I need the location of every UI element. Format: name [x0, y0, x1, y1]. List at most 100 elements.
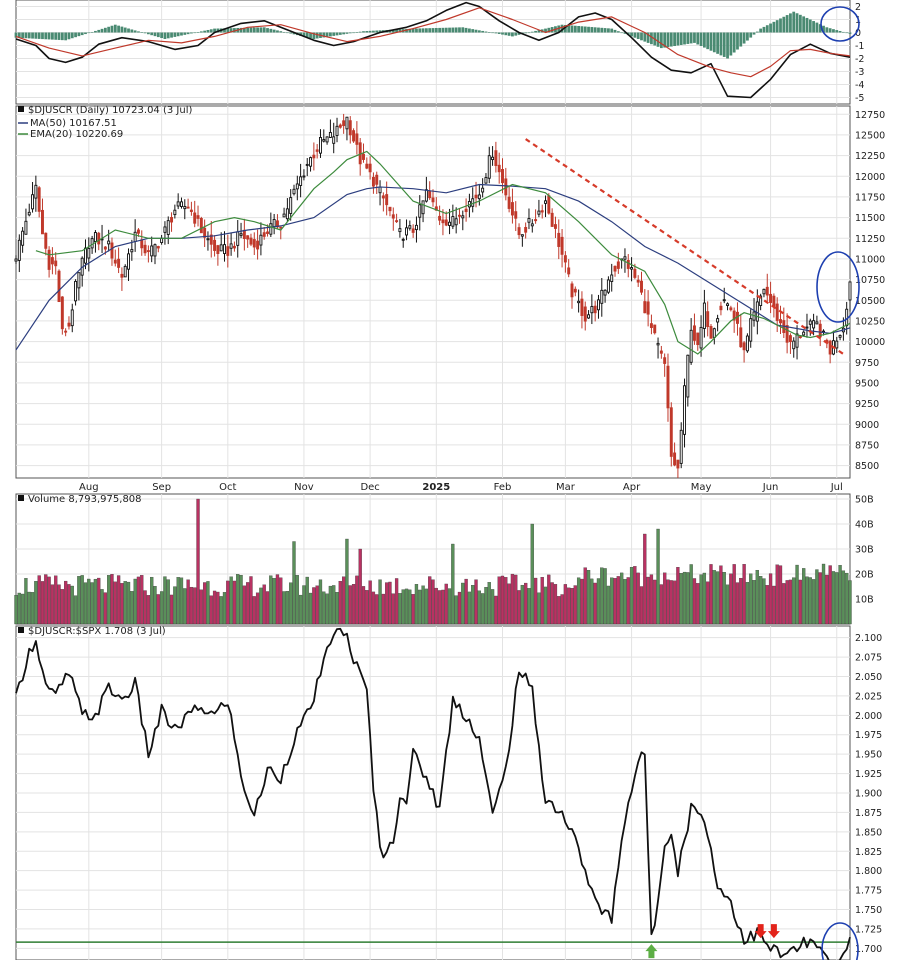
- macd-hist-bar: [186, 32, 190, 35]
- candle-body: [312, 154, 316, 159]
- volume-bar: [408, 589, 412, 625]
- candle-body: [838, 334, 842, 338]
- volume-bar: [533, 577, 538, 625]
- candle-body: [345, 116, 349, 130]
- macd-hist-bar: [190, 32, 193, 34]
- ratio-tick-label: 1.700: [855, 944, 882, 955]
- candle-body: [74, 280, 78, 302]
- candle-body: [557, 232, 561, 247]
- volume-bar: [768, 573, 773, 625]
- volume-bar: [87, 578, 91, 625]
- volume-bar: [616, 576, 620, 625]
- price-panel: 12750 12500 12250 12000 11750 11500 11250 11000…: [14, 105, 885, 479]
- volume-bar: [497, 576, 501, 625]
- volume-bar: [841, 570, 846, 625]
- volume-bar: [236, 574, 240, 625]
- volume-bar: [752, 580, 756, 625]
- macd-hist-bar: [775, 20, 779, 33]
- volume-bar: [510, 573, 515, 625]
- candle-body: [199, 217, 203, 234]
- candle-body: [375, 174, 379, 185]
- volume-bar: [275, 574, 280, 625]
- macd-hist-bar: [702, 32, 706, 48]
- candle-body: [229, 243, 233, 249]
- macd-hist-bar: [789, 13, 792, 33]
- candle-body: [649, 323, 653, 328]
- macd-hist-bar: [663, 32, 667, 48]
- candle-body: [206, 238, 210, 241]
- ratio-series-line: [15, 627, 851, 960]
- volume-bar: [663, 572, 667, 625]
- volume-bar: [692, 578, 697, 625]
- candle-body: [603, 289, 607, 296]
- volume-bar: [735, 582, 740, 625]
- candle-body: [388, 206, 392, 212]
- macd-hist-bar: [696, 32, 700, 45]
- candle-body: [47, 249, 51, 270]
- macd-hist-bar: [223, 28, 226, 33]
- volume-bar: [517, 590, 521, 625]
- macd-hist-bar: [266, 28, 269, 33]
- volume-bar: [805, 576, 809, 625]
- macd-hist-bar: [180, 32, 183, 36]
- macd-tick-label: 0: [855, 28, 861, 39]
- macd-hist-bar: [216, 28, 220, 33]
- candle-body: [107, 240, 111, 245]
- volume-bar: [93, 578, 98, 625]
- price-tick-label: 9750: [855, 358, 879, 369]
- candle-body: [21, 230, 25, 246]
- volume-bar: [828, 565, 832, 625]
- volume-bar: [659, 584, 663, 625]
- volume-bar: [821, 563, 826, 625]
- x-axis-label-Jun: Jun: [762, 482, 779, 493]
- candle-body: [352, 130, 356, 142]
- candle-body: [183, 206, 187, 210]
- macd-hist-bar: [779, 18, 782, 33]
- ratio-tick-label: 1.900: [855, 789, 882, 800]
- macd-hist-bar: [749, 32, 753, 38]
- volume-bar: [729, 573, 733, 625]
- candle-body: [365, 163, 369, 169]
- macd-hist-bar: [722, 32, 726, 57]
- candle-body: [17, 239, 21, 261]
- ema20-legend-label: EMA(20) 10220.69: [30, 129, 123, 140]
- macd-hist-bar: [325, 32, 329, 37]
- volume-bar: [709, 564, 713, 625]
- volume-bar: [391, 593, 395, 625]
- volume-bar: [520, 584, 524, 625]
- candle-body: [659, 350, 663, 354]
- macd-hist-bar: [640, 32, 643, 41]
- ma50-legend-label: MA(50) 10167.51: [30, 118, 117, 129]
- candle-body: [252, 239, 256, 248]
- macd-hist-bar: [458, 27, 461, 33]
- volume-bar: [696, 583, 700, 625]
- macd-hist-bar: [468, 28, 471, 33]
- volume-bar: [808, 577, 812, 625]
- volume-bar: [265, 591, 270, 625]
- candle-body: [160, 237, 164, 244]
- macd-hist-bar: [580, 26, 584, 33]
- volume-bar: [305, 576, 309, 625]
- candle-body: [371, 176, 375, 187]
- volume-bar: [434, 587, 438, 625]
- candle-body: [282, 213, 286, 218]
- macd-hist-bar: [481, 30, 485, 33]
- x-axis-label-May: May: [691, 482, 712, 493]
- volume-bar: [47, 576, 51, 625]
- volume-bar: [338, 580, 342, 625]
- ratio-tick-label: 2.075: [855, 653, 882, 664]
- candle-body: [798, 336, 802, 339]
- candle-body: [706, 311, 710, 328]
- volume-bar: [113, 581, 117, 625]
- candle-body: [90, 238, 94, 249]
- volume-bar: [504, 577, 508, 625]
- macd-hist-bar: [511, 32, 514, 37]
- price-tick-label: 11500: [855, 213, 885, 224]
- volume-bar: [590, 578, 594, 625]
- candle-body: [775, 303, 779, 321]
- candle-body: [745, 335, 749, 352]
- candle-body: [153, 244, 157, 257]
- macd-hist-bar: [213, 28, 216, 33]
- candle-body: [517, 227, 521, 236]
- macd-hist-bar: [335, 32, 339, 36]
